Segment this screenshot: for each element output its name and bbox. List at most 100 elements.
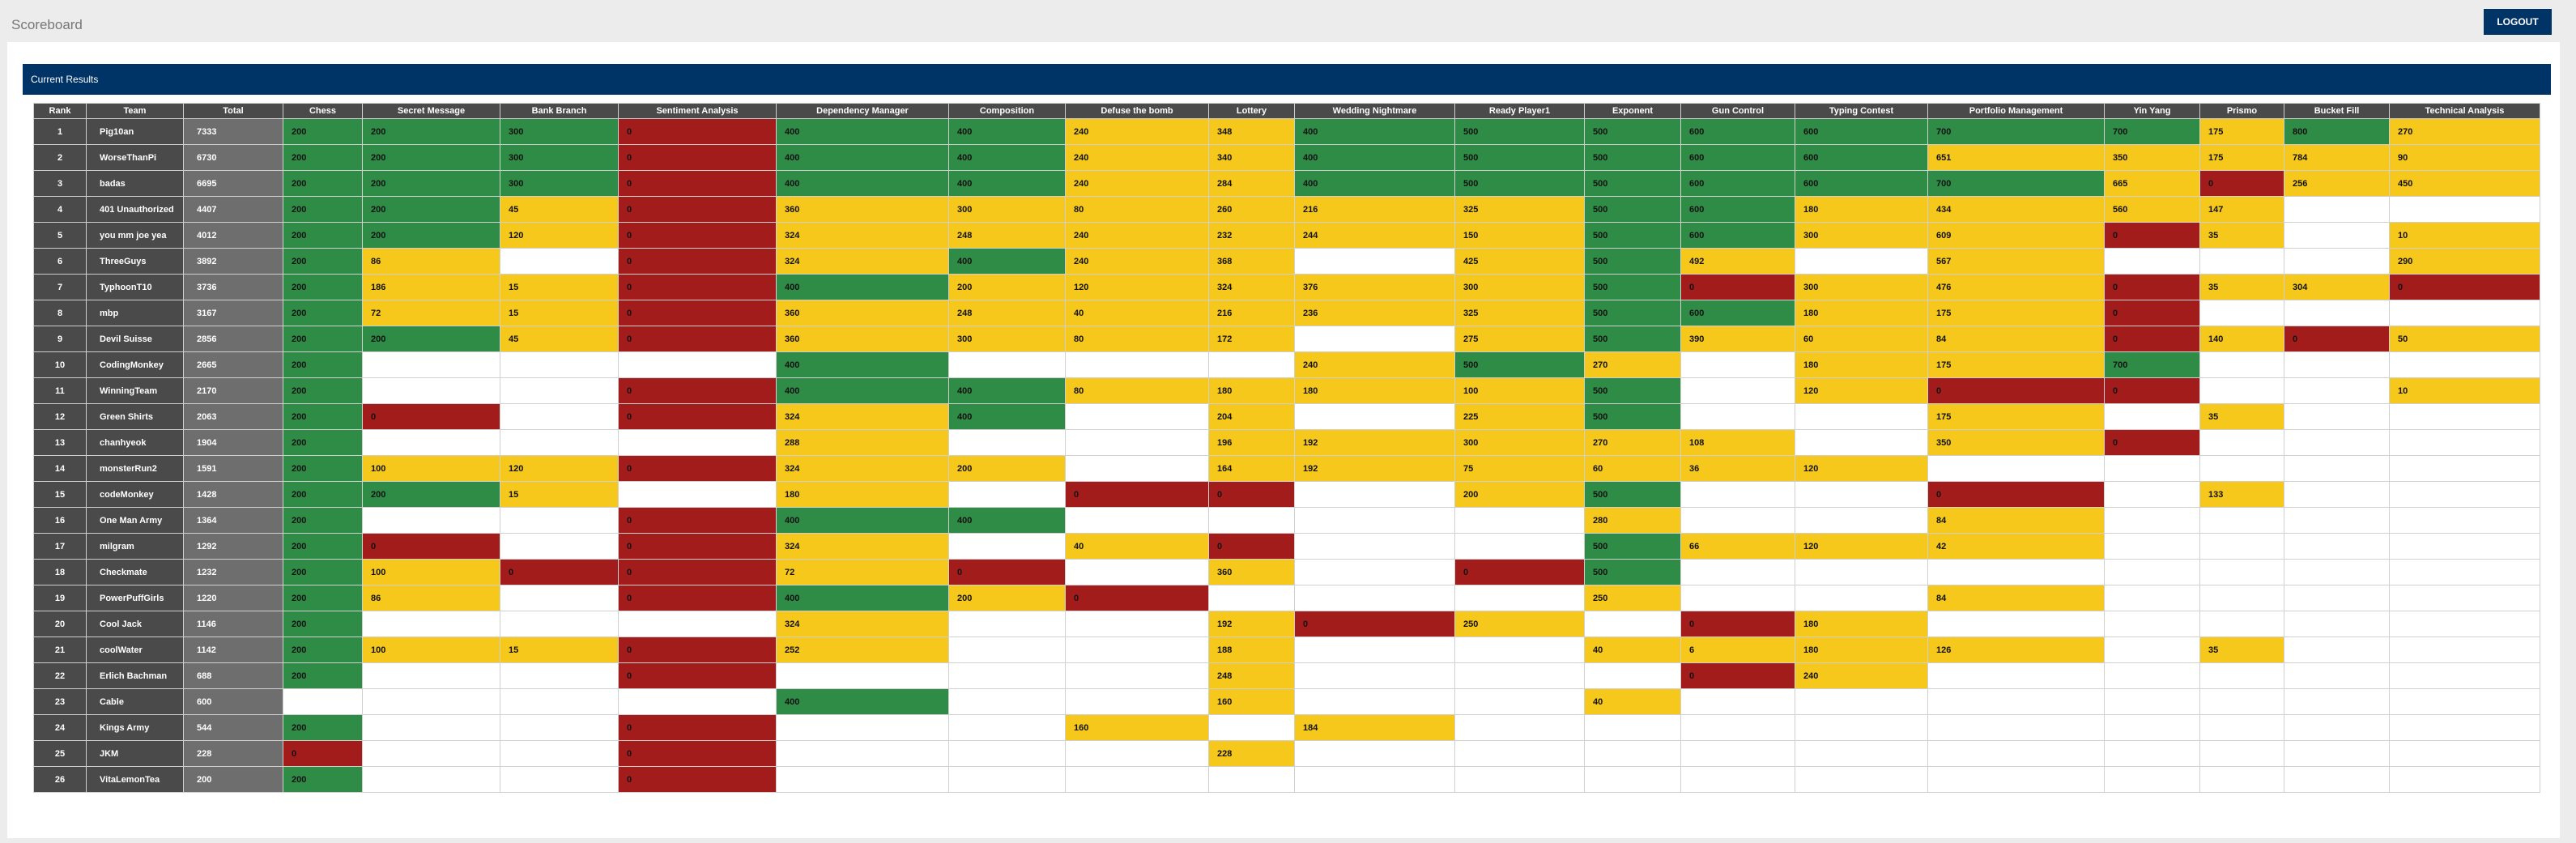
score-cell-wedding-nightmare: 0 [1294, 611, 1455, 637]
score-cell-chess: 200 [283, 326, 363, 352]
score-cell-technical-analysis [2389, 507, 2540, 534]
score-cell-wedding-nightmare [1294, 766, 1455, 793]
total-score-cell: 6730 [183, 144, 283, 171]
score-cell-bank-branch: 300 [500, 118, 619, 145]
score-cell-exponent: 60 [1584, 455, 1681, 482]
score-cell-typing-contest [1795, 403, 1928, 430]
total-score-cell: 2665 [183, 351, 283, 378]
score-cell-sentiment-analysis: 0 [618, 766, 777, 793]
score-cell-gun-control: 108 [1680, 429, 1795, 456]
score-cell-wedding-nightmare [1294, 481, 1455, 508]
score-cell-lottery: 160 [1208, 688, 1295, 715]
score-cell-ready-player1 [1454, 688, 1585, 715]
score-cell-typing-contest [1795, 559, 1928, 585]
score-cell-portfolio-management: 434 [1927, 196, 2105, 223]
score-cell-defuse-the-bomb: 0 [1065, 585, 1209, 611]
score-cell-technical-analysis [2389, 662, 2540, 689]
score-cell-composition [948, 766, 1066, 793]
table-row: 13 chanhyeok 1904 200 288 196 192 300 270 108 350 0 [33, 429, 2540, 456]
score-cell-composition [948, 662, 1066, 689]
score-cell-wedding-nightmare: 240 [1294, 351, 1455, 378]
table-row: 11 WinningTeam 2170 200 0 400 400 80 180 180 100 50… [33, 377, 2540, 404]
score-cell-typing-contest: 180 [1795, 196, 1928, 223]
score-cell-technical-analysis [2389, 740, 2540, 767]
score-cell-portfolio-management: 609 [1927, 222, 2105, 249]
score-cell-yin-yang: 0 [2104, 300, 2200, 326]
score-cell-prismo [2199, 662, 2284, 689]
column-header-rank: Rank [33, 103, 87, 119]
score-cell-chess: 200 [283, 377, 363, 404]
score-cell-technical-analysis [2389, 533, 2540, 560]
logout-button[interactable]: LOGOUT [2484, 9, 2552, 35]
score-cell-sentiment-analysis: 0 [618, 403, 777, 430]
table-row: 17 milgram 1292 200 0 0 324 40 0 500 66 120 42 [33, 533, 2540, 560]
team-name-cell: Kings Army [86, 714, 184, 741]
score-cell-defuse-the-bomb [1065, 403, 1209, 430]
score-cell-lottery: 324 [1208, 274, 1295, 300]
score-cell-gun-control [1680, 688, 1795, 715]
score-cell-typing-contest [1795, 740, 1928, 767]
column-header-typing-contest: Typing Contest [1795, 103, 1928, 119]
score-cell-sentiment-analysis: 0 [618, 740, 777, 767]
score-cell-portfolio-management [1927, 662, 2105, 689]
column-header-chess: Chess [283, 103, 363, 119]
score-cell-yin-yang: 0 [2104, 326, 2200, 352]
score-cell-exponent [1584, 740, 1681, 767]
total-score-cell: 1591 [183, 455, 283, 482]
score-cell-lottery [1208, 766, 1295, 793]
table-row: 26 VitaLemonTea 200 200 0 [33, 766, 2540, 793]
score-cell-technical-analysis [2389, 300, 2540, 326]
team-name-cell: Green Shirts [86, 403, 184, 430]
team-name-cell: codeMonkey [86, 481, 184, 508]
score-cell-ready-player1: 325 [1454, 300, 1585, 326]
total-score-cell: 3167 [183, 300, 283, 326]
score-cell-portfolio-management: 700 [1927, 118, 2105, 145]
score-cell-yin-yang: 0 [2104, 377, 2200, 404]
score-cell-sentiment-analysis: 0 [618, 248, 777, 275]
score-cell-ready-player1: 75 [1454, 455, 1585, 482]
column-header-wedding-nightmare: Wedding Nightmare [1294, 103, 1455, 119]
score-cell-prismo: 35 [2199, 222, 2284, 249]
score-cell-typing-contest: 240 [1795, 662, 1928, 689]
score-cell-bank-branch: 120 [500, 222, 619, 249]
score-cell-bank-branch [500, 740, 619, 767]
score-cell-technical-analysis: 50 [2389, 326, 2540, 352]
score-cell-exponent [1584, 611, 1681, 637]
score-cell-sentiment-analysis: 0 [618, 377, 777, 404]
score-cell-prismo [2199, 585, 2284, 611]
score-cell-chess: 200 [283, 118, 363, 145]
score-cell-defuse-the-bomb: 240 [1065, 248, 1209, 275]
total-score-cell: 688 [183, 662, 283, 689]
score-cell-secret-message: 86 [362, 585, 500, 611]
score-cell-bucket-fill [2284, 222, 2390, 249]
score-cell-typing-contest [1795, 481, 1928, 508]
score-cell-bucket-fill [2284, 611, 2390, 637]
score-cell-secret-message: 0 [362, 403, 500, 430]
score-cell-bucket-fill [2284, 688, 2390, 715]
score-cell-yin-yang [2104, 559, 2200, 585]
score-cell-chess: 200 [283, 559, 363, 585]
score-cell-exponent: 500 [1584, 300, 1681, 326]
score-cell-prismo [2199, 559, 2284, 585]
score-cell-sentiment-analysis: 0 [618, 714, 777, 741]
team-name-cell: JKM [86, 740, 184, 767]
score-cell-portfolio-management [1927, 688, 2105, 715]
score-cell-composition: 200 [948, 585, 1066, 611]
table-row: 12 Green Shirts 2063 200 0 0 324 400 204 225 500 17… [33, 403, 2540, 430]
score-cell-secret-message: 200 [362, 222, 500, 249]
score-cell-yin-yang [2104, 507, 2200, 534]
score-cell-yin-yang: 350 [2104, 144, 2200, 171]
score-cell-technical-analysis [2389, 403, 2540, 430]
score-cell-yin-yang: 700 [2104, 118, 2200, 145]
score-cell-secret-message: 200 [362, 144, 500, 171]
score-cell-gun-control: 600 [1680, 222, 1795, 249]
score-cell-exponent: 500 [1584, 326, 1681, 352]
column-header-ready-player1: Ready Player1 [1454, 103, 1585, 119]
score-cell-yin-yang [2104, 688, 2200, 715]
score-cell-secret-message: 200 [362, 118, 500, 145]
team-name-cell: Devil Suisse [86, 326, 184, 352]
table-row: 24 Kings Army 544 200 0 160 184 [33, 714, 2540, 741]
score-cell-secret-message [362, 688, 500, 715]
score-cell-wedding-nightmare: 192 [1294, 455, 1455, 482]
column-header-yin-yang: Yin Yang [2104, 103, 2200, 119]
